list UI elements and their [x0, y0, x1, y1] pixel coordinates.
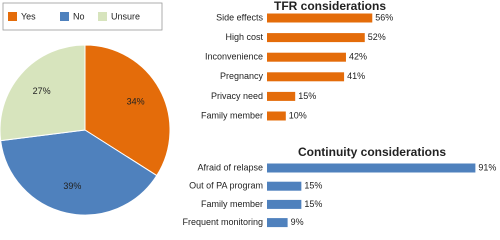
- value-label: 42%: [349, 52, 367, 62]
- chart-title: TFR considerations: [274, 0, 386, 13]
- chart: 34% Yes 39% No 27% Unsure TFR considerations Si…: [0, 0, 496, 228]
- value-label: 91%: [478, 162, 496, 172]
- legend-box: [2, 2, 163, 31]
- category-label: Pregnancy: [220, 71, 264, 81]
- category-label: Family member: [201, 199, 263, 209]
- value-label: 15%: [304, 181, 322, 191]
- bar: [267, 33, 365, 43]
- bar: [267, 91, 296, 101]
- bar: [267, 218, 288, 228]
- category-label: Inconvenience: [205, 52, 263, 62]
- category-label: High cost: [225, 32, 263, 42]
- legend-swatch: [60, 12, 69, 21]
- pie-slice: [0, 44, 86, 142]
- bar: [267, 163, 476, 173]
- bar: [267, 13, 373, 23]
- legend-label: No: [73, 11, 85, 21]
- bar: [267, 199, 302, 209]
- bar: [267, 72, 345, 82]
- chart-title: Continuity considerations: [298, 145, 446, 159]
- slice-label: 27%: [33, 86, 51, 96]
- value-label: 56%: [375, 12, 393, 22]
- slice-label: 34%: [127, 97, 145, 107]
- value-label: 41%: [347, 71, 365, 81]
- pie-slice: [0, 129, 158, 216]
- value-label: 9%: [291, 217, 304, 227]
- category-label: Privacy need: [211, 91, 263, 101]
- legend-label: Yes: [21, 11, 36, 21]
- bar: [267, 111, 286, 121]
- legend-swatch: [8, 12, 17, 21]
- bar: [267, 181, 302, 191]
- value-label: 52%: [368, 32, 386, 42]
- category-label: Out of PA program: [189, 181, 263, 191]
- slice-label: 39%: [63, 181, 81, 191]
- value-label: 10%: [289, 110, 307, 120]
- legend-label: Unsure: [111, 11, 140, 21]
- category-label: Frequent monitoring: [182, 217, 263, 227]
- value-label: 15%: [298, 91, 316, 101]
- legend-swatch: [98, 12, 107, 21]
- value-label: 15%: [304, 199, 322, 209]
- category-label: Afraid of relapse: [197, 162, 263, 172]
- bar: [267, 52, 346, 62]
- category-label: Family member: [201, 110, 263, 120]
- category-label: Side effects: [216, 12, 263, 22]
